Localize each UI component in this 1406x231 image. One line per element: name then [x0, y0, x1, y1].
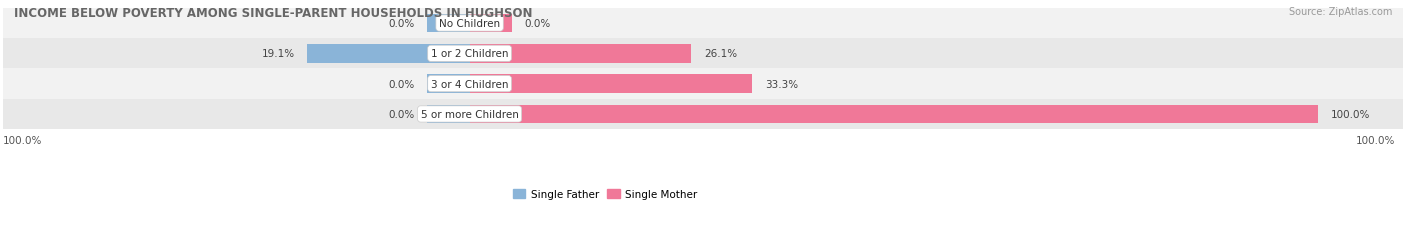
Text: 1 or 2 Children: 1 or 2 Children	[430, 49, 509, 59]
Text: 0.0%: 0.0%	[388, 109, 415, 119]
Text: 26.1%: 26.1%	[704, 49, 737, 59]
Bar	[3, 9, 1403, 39]
Bar	[3, 39, 1403, 69]
Text: 33.3%: 33.3%	[765, 79, 799, 89]
Bar	[470, 75, 752, 94]
Text: 100.0%: 100.0%	[3, 136, 42, 146]
Bar	[3, 69, 1403, 99]
Text: 19.1%: 19.1%	[262, 49, 295, 59]
Bar	[427, 15, 470, 33]
Bar	[3, 99, 1403, 130]
Text: 100.0%: 100.0%	[1331, 109, 1371, 119]
Bar	[470, 45, 692, 64]
Bar	[427, 105, 470, 124]
Text: 0.0%: 0.0%	[388, 19, 415, 29]
Text: 3 or 4 Children: 3 or 4 Children	[430, 79, 509, 89]
Bar	[427, 75, 470, 94]
Text: 0.0%: 0.0%	[388, 79, 415, 89]
Text: Source: ZipAtlas.com: Source: ZipAtlas.com	[1288, 7, 1392, 17]
Text: 0.0%: 0.0%	[524, 19, 551, 29]
Legend: Single Father, Single Mother: Single Father, Single Mother	[509, 185, 702, 204]
Text: 5 or more Children: 5 or more Children	[420, 109, 519, 119]
Text: No Children: No Children	[439, 19, 501, 29]
Bar	[308, 45, 470, 64]
Text: 100.0%: 100.0%	[1355, 136, 1395, 146]
Bar	[470, 105, 1319, 124]
Bar	[470, 15, 512, 33]
Text: INCOME BELOW POVERTY AMONG SINGLE-PARENT HOUSEHOLDS IN HUGHSON: INCOME BELOW POVERTY AMONG SINGLE-PARENT…	[14, 7, 533, 20]
